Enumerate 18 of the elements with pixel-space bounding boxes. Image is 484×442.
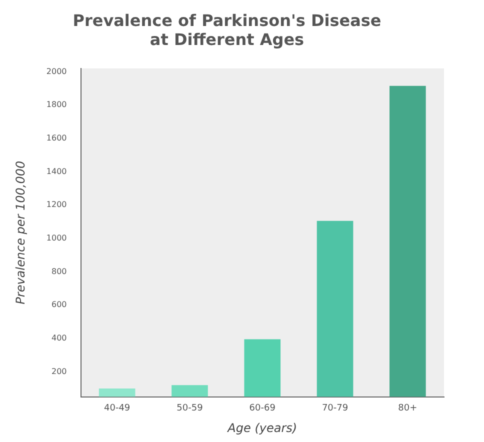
x-tick-label: 70-79 xyxy=(322,404,348,414)
y-tick-label: 400 xyxy=(51,334,67,343)
x-axis-title: Age (years) xyxy=(226,420,298,435)
y-tick-label: 200 xyxy=(51,366,67,376)
y-tick-label: 1600 xyxy=(46,133,67,142)
y-tick-label: 1400 xyxy=(46,166,67,176)
y-axis-title: Prevalence per 100,000 xyxy=(13,160,28,304)
y-tick-label: 800 xyxy=(51,266,67,276)
y-tick-label: 1800 xyxy=(46,100,67,110)
x-tick-label: 40-49 xyxy=(104,404,130,414)
y-tick-label: 2000 xyxy=(46,66,67,76)
chart-title: Prevalence of Parkinson's Disease at Different Ages xyxy=(72,10,382,49)
y-tick-label: 600 xyxy=(51,300,67,310)
y-tick-label: 1000 xyxy=(46,234,67,243)
y-tick-label: 1200 xyxy=(46,200,67,210)
x-tick-label: 80+ xyxy=(398,404,418,414)
x-tick-label: 50-59 xyxy=(176,404,204,414)
x-tick-label: 60-69 xyxy=(249,404,276,414)
